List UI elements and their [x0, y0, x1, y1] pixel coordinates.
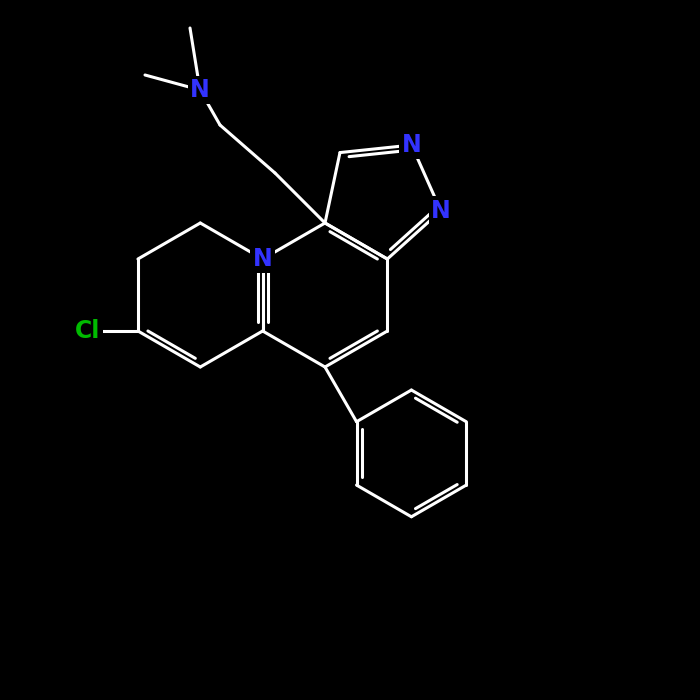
Text: N: N — [190, 78, 210, 102]
Text: N: N — [402, 133, 421, 157]
Text: N: N — [431, 199, 451, 223]
Text: N: N — [253, 247, 272, 271]
Text: Cl: Cl — [76, 319, 101, 343]
